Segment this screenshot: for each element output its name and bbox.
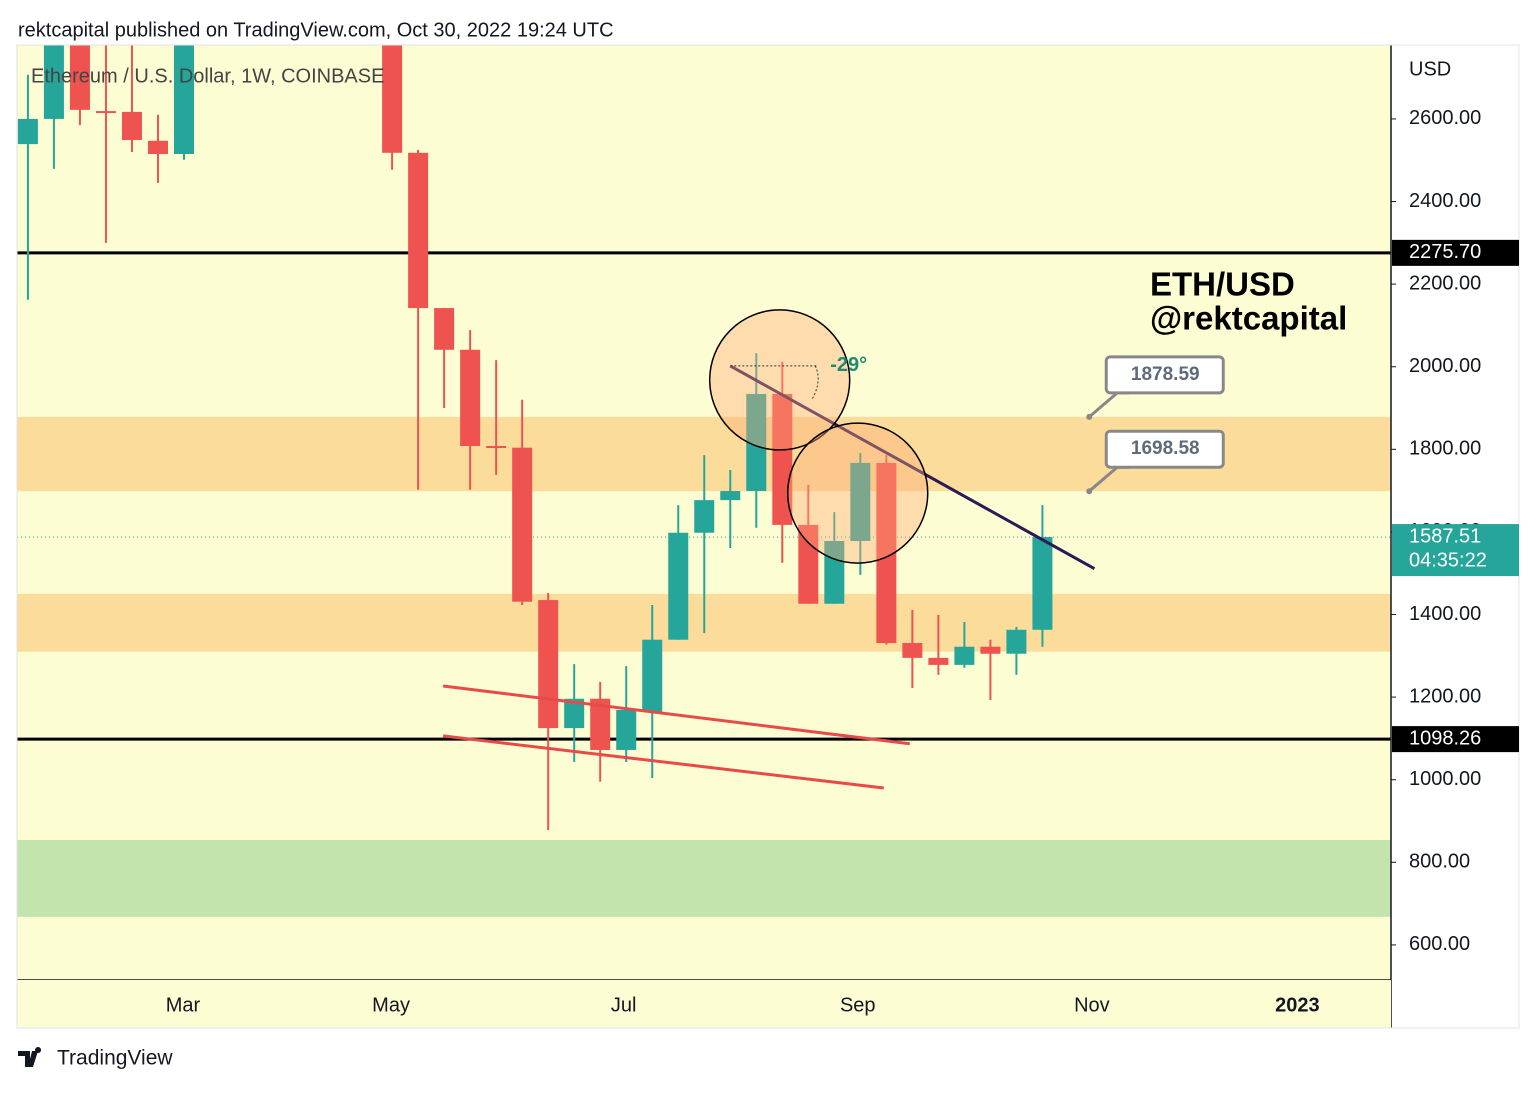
trendline	[729, 364, 1096, 570]
x-tick-label: Sep	[840, 994, 876, 1016]
candle-body	[538, 600, 559, 729]
candle-body	[382, 45, 403, 153]
y-tick-label: 600.00	[1409, 933, 1470, 955]
header: rektcapital published on TradingView.com…	[18, 19, 614, 41]
angle-arc	[730, 365, 819, 400]
x-tick-label: Nov	[1074, 994, 1110, 1016]
level-label: 2275.70	[1409, 241, 1481, 263]
footer: TradingView	[57, 1047, 173, 1070]
callout-anchor	[1086, 488, 1093, 495]
x-tick-label: 2023	[1275, 994, 1320, 1016]
candle-body	[694, 500, 715, 533]
watermark: @rektcapital	[1150, 300, 1347, 337]
candle-body	[954, 646, 975, 665]
y-tick-label: 1400.00	[1409, 603, 1481, 625]
callout-anchor	[1086, 413, 1093, 420]
callout-label: 1878.59	[1131, 364, 1200, 385]
y-tick-label: 800.00	[1409, 851, 1470, 873]
highlight-circle	[708, 309, 851, 451]
candle-body	[902, 643, 923, 658]
logo	[18, 1047, 42, 1067]
countdown-label: 04:35:22	[1409, 549, 1487, 571]
trendline	[442, 734, 884, 790]
level-label-box	[1392, 726, 1519, 753]
candle-body	[17, 118, 38, 145]
y-tick-label: 2000.00	[1409, 355, 1481, 377]
callout-box	[1104, 355, 1225, 395]
y-tick-label: 1800.00	[1409, 438, 1481, 460]
candle-body	[434, 308, 455, 350]
x-tick-label: Mar	[166, 994, 201, 1016]
angle-label: -29°	[830, 354, 867, 376]
candle-body	[928, 657, 949, 665]
candle-body	[1006, 629, 1027, 654]
candle-body	[798, 524, 819, 604]
candle-body	[69, 45, 90, 110]
candle-body	[43, 45, 64, 119]
candle-body	[980, 646, 1001, 654]
candle-body	[616, 709, 637, 750]
candle-body	[512, 447, 533, 602]
watermark: ETH/USD	[1150, 266, 1295, 303]
candle-body	[460, 349, 481, 447]
x-tick-label: Jul	[611, 994, 637, 1016]
candle-body	[590, 698, 611, 750]
callout-box	[1104, 429, 1225, 469]
last-price-box	[1392, 524, 1519, 577]
zone	[17, 839, 1391, 917]
candle-body	[850, 462, 871, 541]
highlight-circle	[786, 422, 929, 564]
candle-body	[668, 532, 689, 640]
candle-body	[720, 491, 741, 501]
candle-body	[95, 111, 116, 114]
y-tick-label: 1000.00	[1409, 768, 1481, 790]
candle-body	[746, 393, 767, 492]
time-axis	[17, 980, 1391, 1028]
candle-body	[147, 140, 168, 155]
callout-label: 1698.58	[1131, 438, 1200, 459]
x-tick-label: May	[372, 994, 410, 1016]
candle-body	[876, 462, 897, 644]
candle-body	[1032, 537, 1053, 630]
plot	[17, 45, 1391, 831]
candle-body	[121, 111, 142, 140]
candle-body	[408, 152, 429, 309]
y-tick-label: 2600.00	[1409, 107, 1481, 129]
level-label-box	[1392, 239, 1519, 266]
candle-body	[564, 698, 585, 729]
y-tick-label: 1200.00	[1409, 685, 1481, 707]
candle-body	[642, 639, 663, 712]
y-tick-label: 2400.00	[1409, 190, 1481, 212]
chart-title: Ethereum / U.S. Dollar, 1W, COINBASE	[31, 65, 384, 87]
candle-body	[486, 446, 507, 449]
last-price-label: 1587.51	[1409, 525, 1481, 547]
y-tick-label: 2200.00	[1409, 272, 1481, 294]
candle-body	[174, 45, 195, 155]
level-label: 1098.26	[1409, 727, 1481, 749]
trendline	[442, 684, 910, 746]
axis-unit: USD	[1409, 58, 1451, 80]
